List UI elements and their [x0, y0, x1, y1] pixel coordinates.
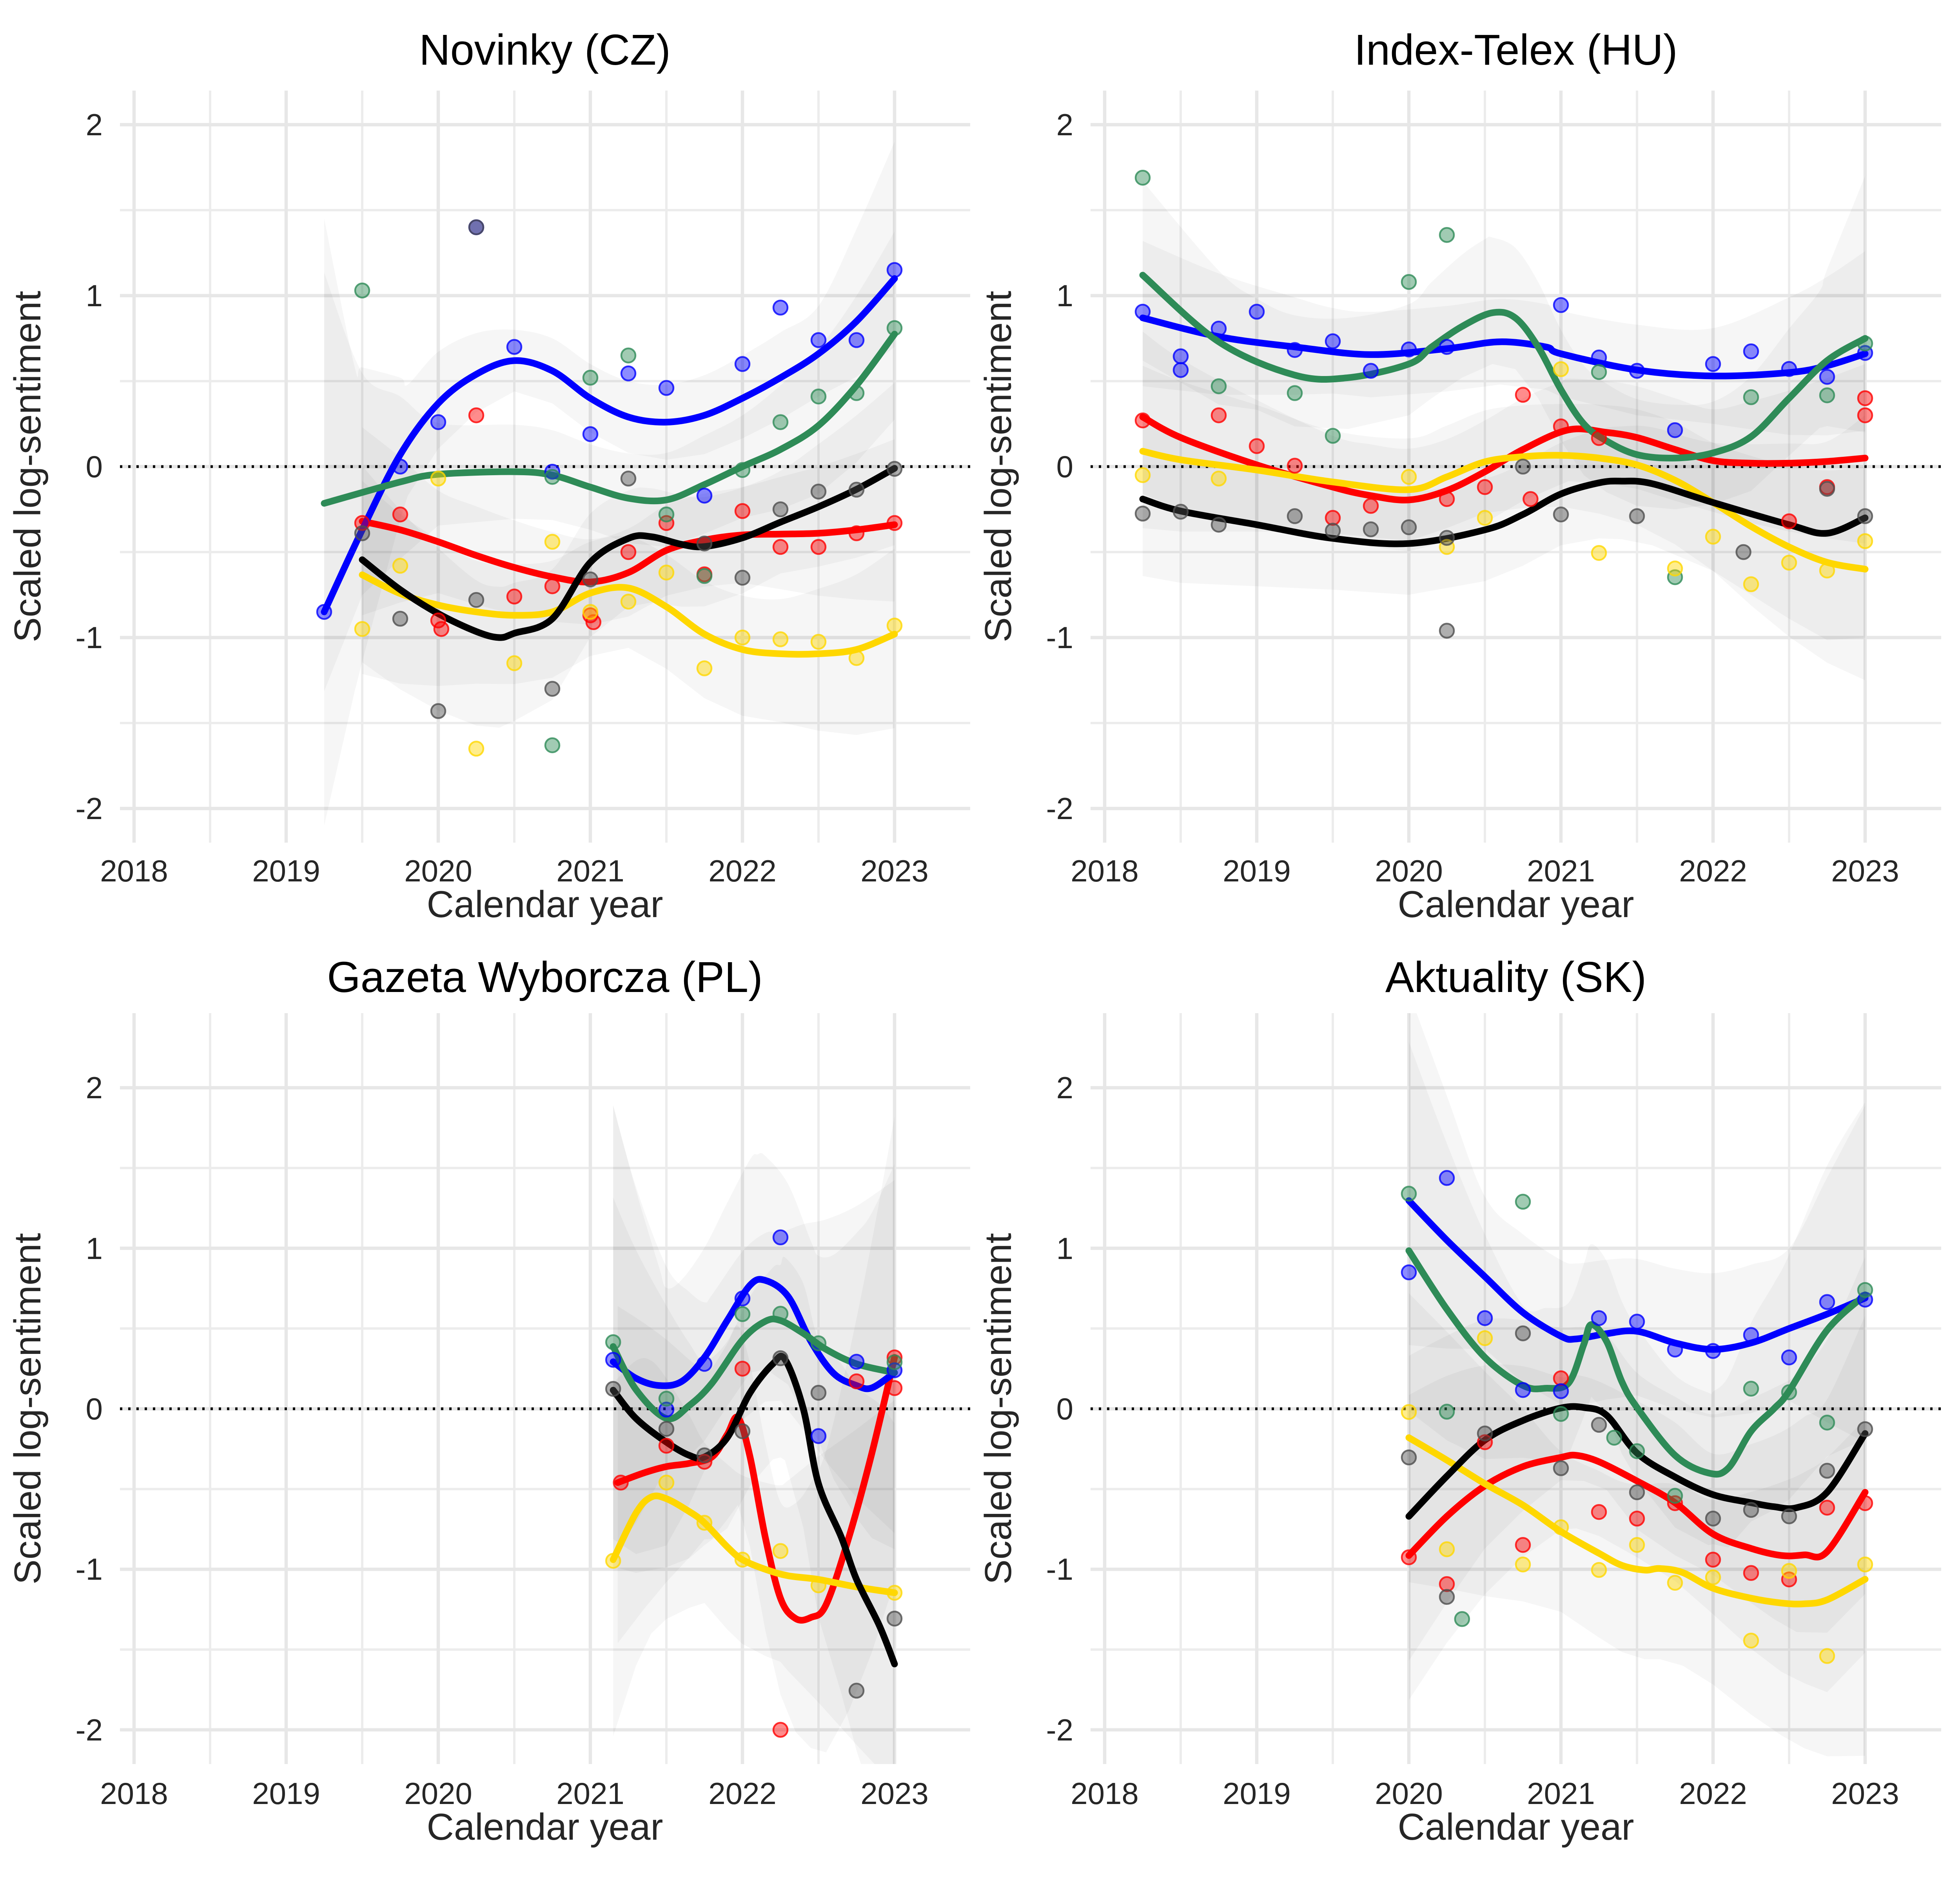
svg-text:2020: 2020 [1375, 1776, 1443, 1811]
svg-text:Gazeta Wyborcza (PL): Gazeta Wyborcza (PL) [327, 953, 763, 1001]
svg-text:0: 0 [1056, 1392, 1073, 1426]
svg-text:2023: 2023 [860, 854, 929, 888]
svg-text:2018: 2018 [1071, 1776, 1139, 1811]
svg-text:1: 1 [1056, 278, 1073, 313]
svg-text:-1: -1 [1046, 620, 1073, 655]
svg-text:2023: 2023 [1831, 1776, 1899, 1811]
svg-text:2019: 2019 [1223, 854, 1291, 888]
svg-text:2023: 2023 [860, 1776, 929, 1811]
svg-text:2022: 2022 [1679, 1776, 1747, 1811]
svg-text:Novinky (CZ): Novinky (CZ) [419, 26, 671, 74]
svg-text:-1: -1 [76, 620, 103, 655]
svg-text:2: 2 [1056, 1070, 1073, 1105]
svg-text:2022: 2022 [708, 854, 777, 888]
svg-text:2023: 2023 [1831, 854, 1899, 888]
svg-text:Calendar year: Calendar year [427, 1806, 663, 1848]
svg-text:-2: -2 [76, 1713, 103, 1747]
svg-text:Scaled log-sentiment: Scaled log-sentiment [7, 291, 49, 642]
svg-text:Scaled log-sentiment: Scaled log-sentiment [977, 291, 1019, 642]
svg-text:2019: 2019 [252, 854, 320, 888]
svg-text:Index-Telex (HU): Index-Telex (HU) [1354, 26, 1677, 74]
svg-text:1: 1 [86, 1231, 103, 1266]
svg-text:2019: 2019 [1223, 1776, 1291, 1811]
svg-text:2018: 2018 [100, 854, 168, 888]
svg-text:Calendar year: Calendar year [1398, 883, 1634, 925]
svg-text:2021: 2021 [1527, 854, 1595, 888]
svg-text:Scaled log-sentiment: Scaled log-sentiment [7, 1233, 49, 1584]
svg-text:2020: 2020 [1375, 854, 1443, 888]
svg-text:1: 1 [1056, 1231, 1073, 1266]
svg-text:1: 1 [86, 278, 103, 313]
svg-text:0: 0 [1056, 449, 1073, 484]
svg-text:2021: 2021 [556, 1776, 624, 1811]
svg-text:2021: 2021 [1527, 1776, 1595, 1811]
svg-text:-2: -2 [76, 791, 103, 826]
svg-text:-1: -1 [1046, 1552, 1073, 1586]
svg-text:2019: 2019 [252, 1776, 320, 1811]
svg-text:2018: 2018 [100, 1776, 168, 1811]
svg-text:-2: -2 [1046, 791, 1073, 826]
svg-text:-1: -1 [76, 1552, 103, 1586]
svg-text:2021: 2021 [556, 854, 624, 888]
svg-text:Aktuality (SK): Aktuality (SK) [1385, 953, 1646, 1001]
svg-text:2020: 2020 [404, 854, 472, 888]
svg-text:Calendar year: Calendar year [427, 883, 663, 925]
svg-text:2: 2 [1056, 107, 1073, 142]
svg-text:2022: 2022 [708, 1776, 777, 1811]
svg-text:Scaled log-sentiment: Scaled log-sentiment [977, 1233, 1019, 1584]
svg-text:2022: 2022 [1679, 854, 1747, 888]
svg-text:0: 0 [86, 449, 103, 484]
svg-text:Calendar year: Calendar year [1398, 1806, 1634, 1848]
svg-text:2018: 2018 [1071, 854, 1139, 888]
svg-text:2020: 2020 [404, 1776, 472, 1811]
svg-text:-2: -2 [1046, 1713, 1073, 1747]
svg-text:2: 2 [86, 107, 103, 142]
svg-text:0: 0 [86, 1392, 103, 1426]
svg-text:2: 2 [86, 1070, 103, 1105]
